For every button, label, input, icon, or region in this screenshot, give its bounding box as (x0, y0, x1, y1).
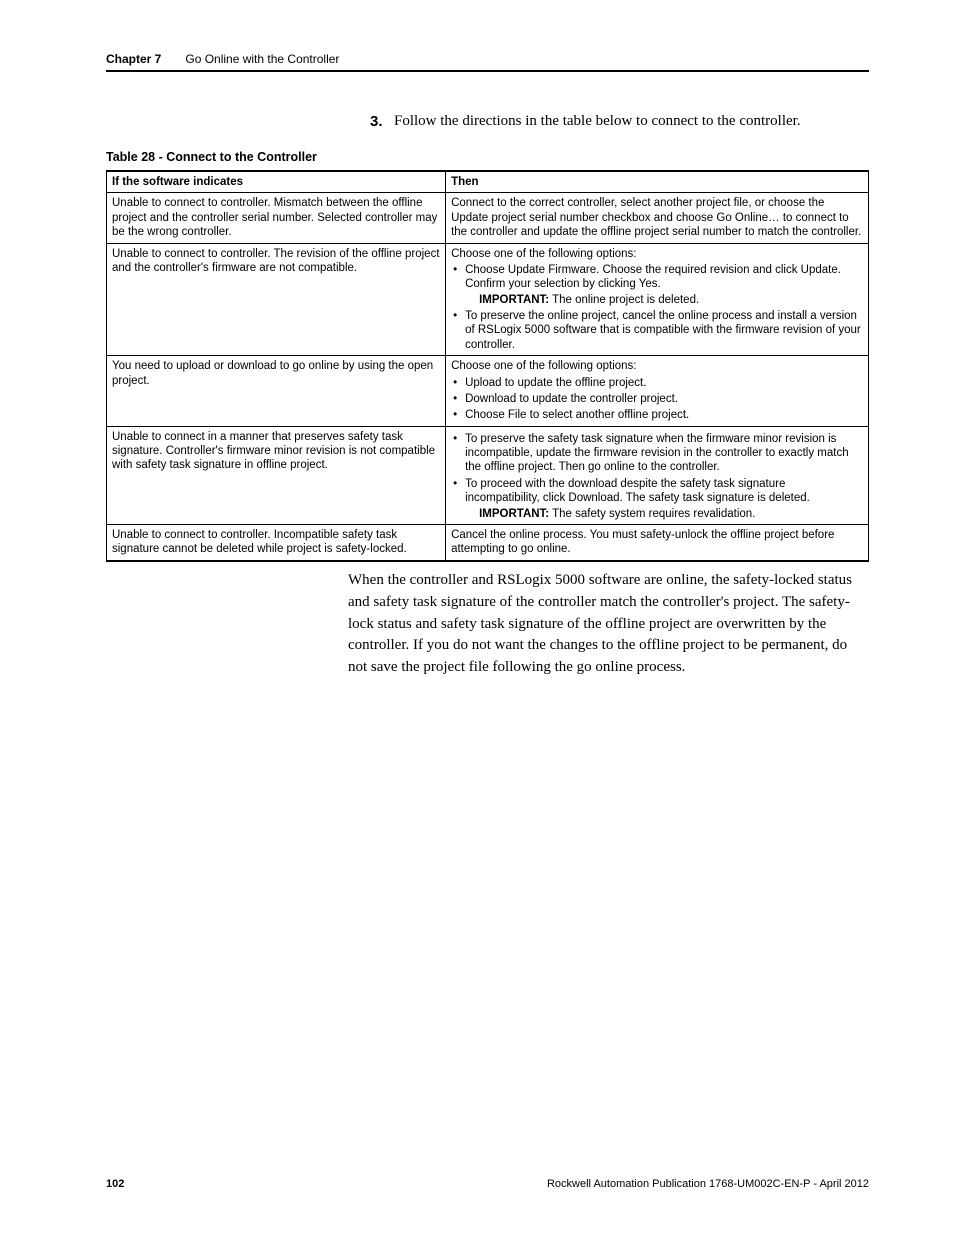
list-item: To proceed with the download despite the… (451, 477, 863, 521)
list-item: To preserve the safety task signature wh… (451, 432, 863, 475)
then-cell: To preserve the safety task signature wh… (446, 426, 869, 524)
indication-cell: Unable to connect in a manner that prese… (107, 426, 446, 524)
header-rule (106, 70, 869, 72)
then-cell: Cancel the online process. You must safe… (446, 524, 869, 560)
indication-cell: Unable to connect to controller. Incompa… (107, 524, 446, 560)
indication-cell: Unable to connect to controller. The rev… (107, 243, 446, 356)
chapter-number: Chapter 7 (106, 52, 161, 66)
publication-info: Rockwell Automation Publication 1768-UM0… (547, 1178, 869, 1190)
table-row: Unable to connect in a manner that prese… (107, 426, 869, 524)
table-row: Unable to connect to controller. The rev… (107, 243, 869, 356)
then-cell: Choose one of the following options: Upl… (446, 356, 869, 427)
page-header: Chapter 7 Go Online with the Controller (106, 52, 869, 66)
step-line: 3. Follow the directions in the table be… (370, 113, 869, 130)
indication-cell: Unable to connect to controller. Mismatc… (107, 193, 446, 243)
page-number: 102 (106, 1178, 124, 1190)
column-header-then: Then (446, 171, 869, 193)
connect-table: If the software indicates Then Unable to… (106, 170, 869, 562)
body-paragraph: When the controller and RSLogix 5000 sof… (348, 570, 869, 679)
then-intro: Choose one of the following options: (451, 247, 863, 261)
list-item: To preserve the online project, cancel t… (451, 309, 863, 352)
table-caption: Table 28 - Connect to the Controller (106, 150, 317, 164)
then-intro: Choose one of the following options: (451, 359, 863, 373)
list-item: Download to update the controller projec… (451, 392, 863, 406)
page-footer: 102 Rockwell Automation Publication 1768… (106, 1178, 869, 1190)
bullet-list: Upload to update the offline project. Do… (451, 376, 863, 423)
list-item: Choose File to select another offline pr… (451, 408, 863, 422)
important-note: IMPORTANT: The online project is deleted… (479, 293, 863, 307)
column-header-indication: If the software indicates (107, 171, 446, 193)
bullet-list: To preserve the safety task signature wh… (451, 432, 863, 521)
table-row: Unable to connect to controller. Incompa… (107, 524, 869, 560)
step-number: 3. (370, 113, 384, 130)
table-row: You need to upload or download to go onl… (107, 356, 869, 427)
list-item: Upload to update the offline project. (451, 376, 863, 390)
table-row: Unable to connect to controller. Mismatc… (107, 193, 869, 243)
chapter-title: Go Online with the Controller (185, 52, 339, 66)
bullet-list: Choose Update Firmware. Choose the requi… (451, 263, 863, 352)
then-cell: Connect to the correct controller, selec… (446, 193, 869, 243)
step-text: Follow the directions in the table below… (394, 113, 801, 130)
important-note: IMPORTANT: The safety system requires re… (479, 507, 863, 521)
then-cell: Choose one of the following options: Cho… (446, 243, 869, 356)
list-item: Choose Update Firmware. Choose the requi… (451, 263, 863, 307)
table-header-row: If the software indicates Then (107, 171, 869, 193)
indication-cell: You need to upload or download to go onl… (107, 356, 446, 427)
